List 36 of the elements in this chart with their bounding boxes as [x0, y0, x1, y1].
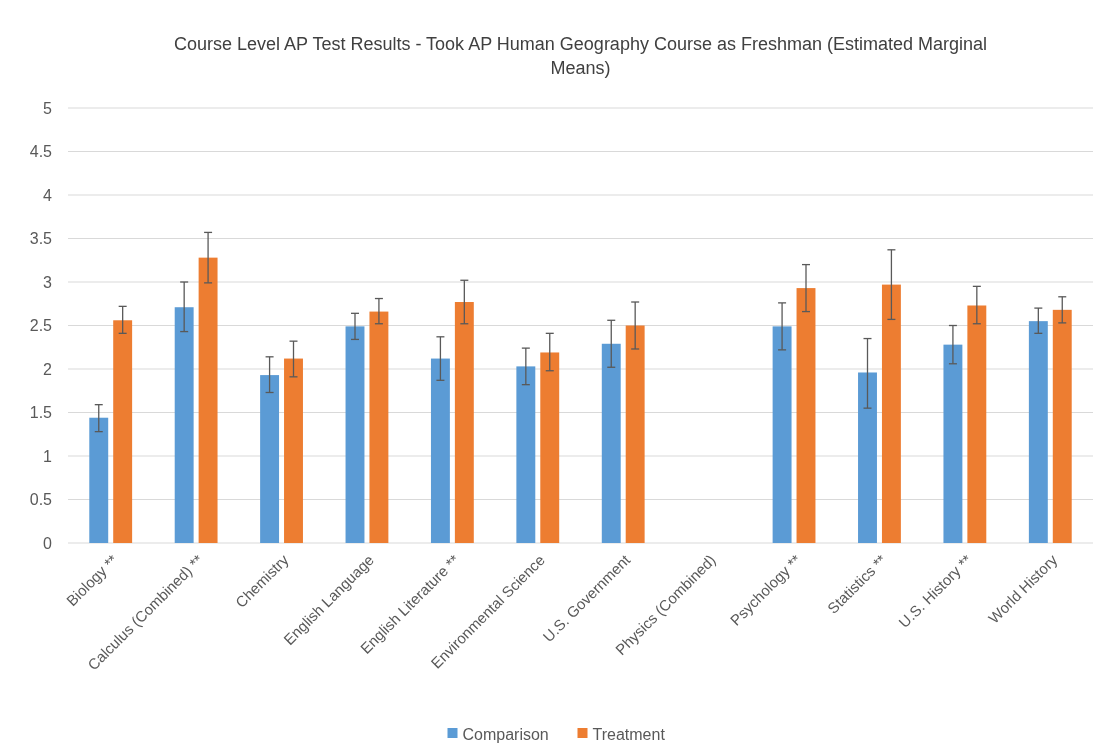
bar: [454, 302, 474, 543]
y-tick-label: 3: [43, 273, 53, 291]
bar: [430, 358, 450, 543]
chart-title: Course Level AP Test Results - Took AP Human Geography Course as Freshman (Estimated Marginal Means): [173, 34, 988, 78]
bar: [858, 372, 877, 543]
bar: [1052, 309, 1072, 543]
bar: [540, 352, 560, 543]
y-tick-label: 0.5: [29, 491, 53, 509]
bar: [284, 358, 303, 543]
y-tick-label: 2: [43, 360, 53, 378]
legend-label: Treatment: [592, 725, 666, 743]
legend-label: Comparison: [462, 725, 549, 743]
bar: [796, 288, 816, 543]
y-tick-label: 1.5: [29, 404, 53, 422]
y-tick-label: 4: [43, 186, 53, 204]
bar: [601, 343, 621, 543]
bar: [113, 320, 133, 543]
bar: [881, 284, 901, 543]
y-tick-label: 4.5: [29, 143, 53, 161]
bar: [943, 344, 963, 543]
bar: [260, 375, 280, 543]
bar: [345, 326, 365, 543]
bar: [625, 325, 645, 543]
y-tick-label: 1: [43, 447, 53, 465]
y-tick-label: 2.5: [29, 317, 53, 335]
bar: [369, 311, 389, 543]
bar: [174, 307, 194, 543]
bar: [198, 257, 218, 543]
y-tick-label: 5: [43, 99, 53, 117]
bar: [89, 417, 109, 543]
bar: [967, 305, 987, 543]
bar: [516, 366, 536, 543]
bar: [1028, 321, 1048, 543]
y-tick-label: 0: [43, 534, 53, 552]
bar: [772, 326, 792, 543]
y-tick-label: 3.5: [29, 230, 53, 248]
